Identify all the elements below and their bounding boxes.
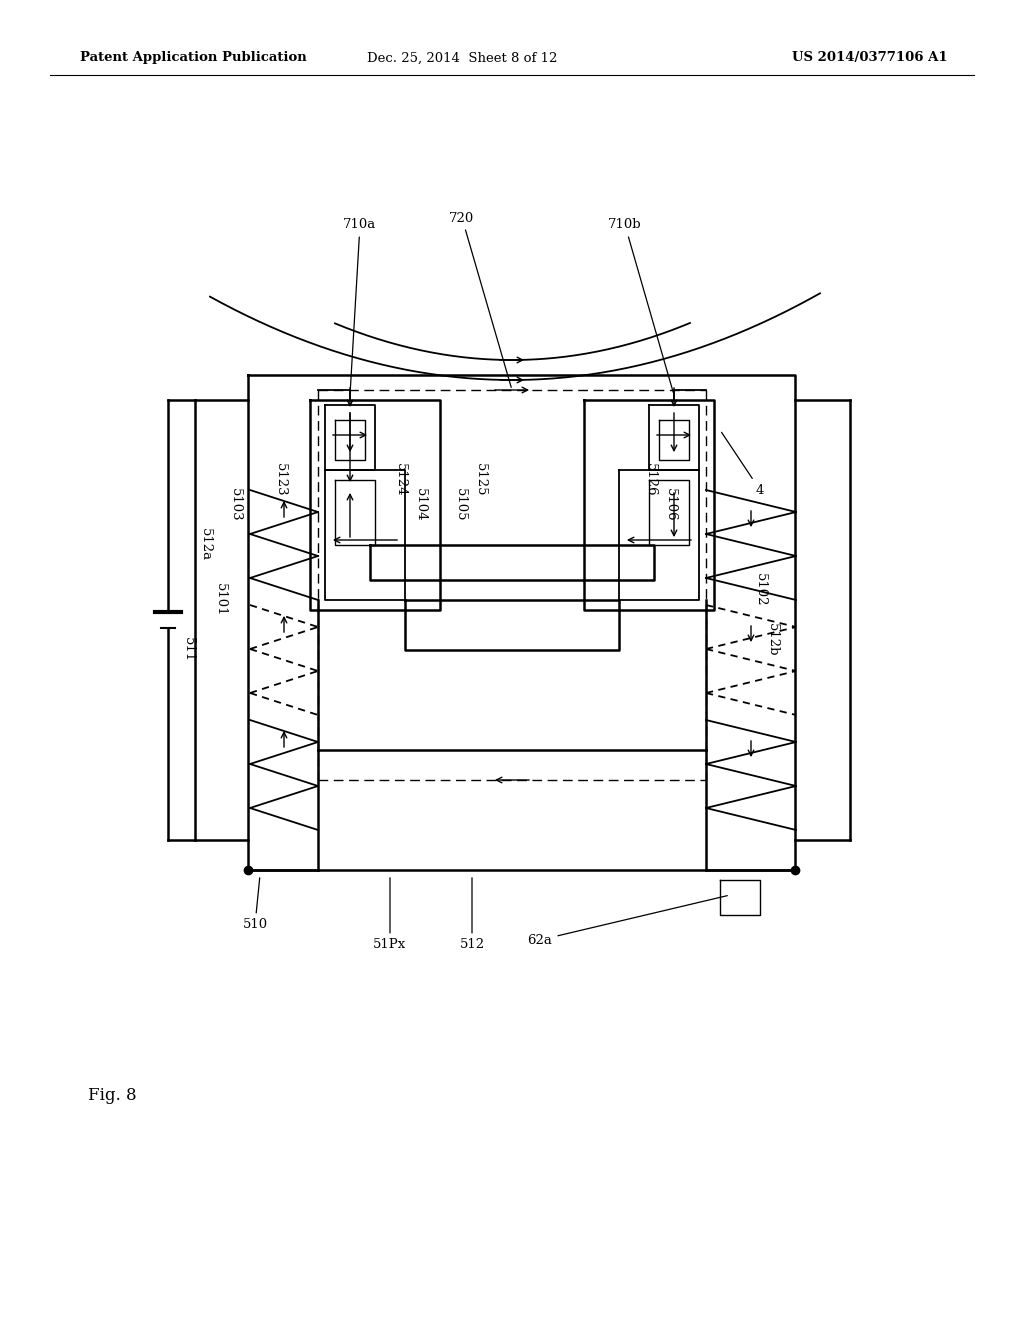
Text: 5125: 5125: [473, 463, 486, 496]
Text: 720: 720: [450, 211, 511, 387]
Text: 5105: 5105: [454, 488, 467, 521]
Text: 512: 512: [460, 878, 484, 952]
Text: 5126: 5126: [643, 463, 656, 496]
Text: 510: 510: [243, 878, 267, 932]
Text: Dec. 25, 2014  Sheet 8 of 12: Dec. 25, 2014 Sheet 8 of 12: [367, 51, 557, 65]
Text: 710a: 710a: [343, 219, 377, 392]
Text: 710b: 710b: [608, 219, 673, 392]
Text: 5103: 5103: [228, 488, 242, 521]
Text: 5106: 5106: [664, 488, 677, 521]
Text: Fig. 8: Fig. 8: [88, 1086, 136, 1104]
Text: 512a: 512a: [199, 528, 212, 561]
Text: 5102: 5102: [754, 573, 767, 607]
Text: US 2014/0377106 A1: US 2014/0377106 A1: [793, 51, 948, 65]
Text: 5101: 5101: [213, 583, 226, 616]
Text: 4: 4: [722, 433, 764, 496]
Text: 5104: 5104: [414, 488, 427, 521]
Text: Patent Application Publication: Patent Application Publication: [80, 51, 307, 65]
Text: 62a: 62a: [527, 896, 727, 946]
Text: 5124: 5124: [393, 463, 407, 496]
Text: 511: 511: [181, 638, 195, 663]
Text: 512b: 512b: [766, 623, 778, 657]
Text: 51Px: 51Px: [374, 878, 407, 952]
Text: 5123: 5123: [273, 463, 287, 496]
